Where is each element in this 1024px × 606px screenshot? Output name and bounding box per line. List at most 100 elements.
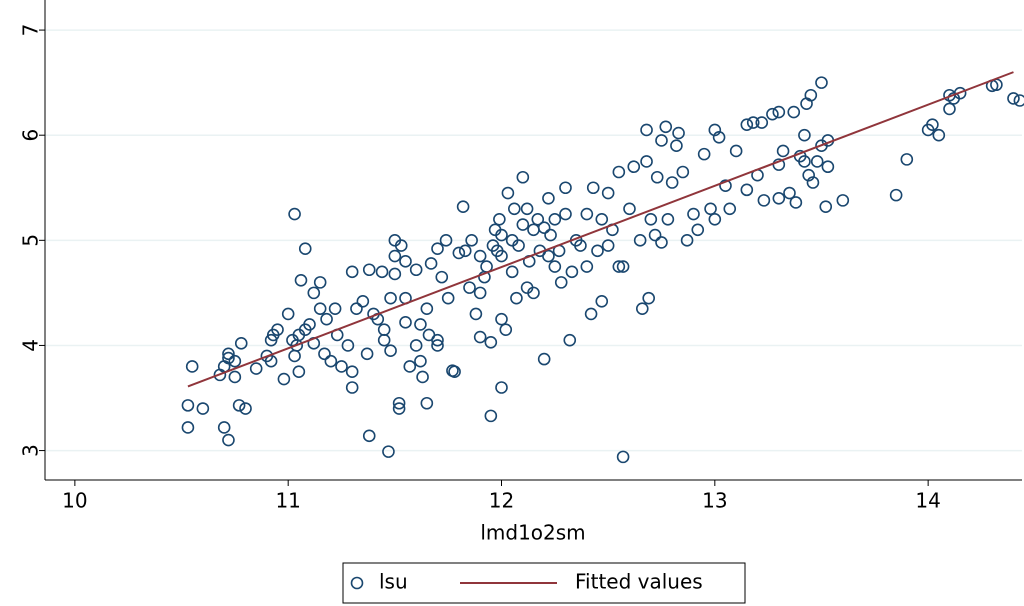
- scatter-point: [548, 260, 562, 273]
- scatter-point: [798, 128, 811, 142]
- scatter-point: [234, 337, 248, 350]
- scatter-point: [655, 236, 668, 249]
- scatter-point: [382, 445, 395, 458]
- scatter-point: [591, 244, 604, 258]
- x-tick-label: 12: [489, 489, 514, 513]
- scatter-point: [431, 242, 444, 256]
- scatter-point: [776, 144, 790, 158]
- scatter-point: [403, 360, 417, 373]
- scatter-point: [650, 170, 664, 184]
- scatter-point: [723, 202, 737, 216]
- scatter-point: [819, 200, 833, 213]
- scatter-point: [697, 147, 711, 161]
- scatter-point: [271, 323, 284, 336]
- scatter-point: [520, 202, 534, 216]
- scatter-point: [1013, 94, 1024, 107]
- scatter-point: [595, 212, 609, 226]
- scatter-point: [544, 228, 557, 242]
- scatter-point: [661, 212, 675, 226]
- fit-line: [187, 71, 1014, 388]
- scatter-point: [499, 323, 513, 336]
- scatter-point: [772, 158, 786, 171]
- scatter-point: [409, 263, 423, 277]
- scatter-point: [473, 249, 487, 263]
- scatter-point: [217, 421, 231, 434]
- x-tick-label: 10: [62, 489, 87, 513]
- scatter-point: [836, 194, 850, 207]
- scatter-point: [356, 294, 370, 308]
- scatter-point: [388, 249, 402, 263]
- scatter-point: [288, 207, 301, 221]
- scatter-point: [595, 294, 609, 308]
- scatter-point: [648, 228, 662, 242]
- legend-marker: [350, 576, 364, 590]
- scatter-point: [388, 267, 402, 281]
- scatter-point: [341, 339, 355, 352]
- y-tick-label: 6: [19, 129, 43, 142]
- scatter-point: [787, 105, 801, 119]
- scatter-point: [889, 188, 903, 202]
- scatter-point: [659, 120, 673, 134]
- scatter-point: [554, 276, 568, 289]
- scatter-point: [680, 234, 694, 247]
- legend-label: lsu: [379, 570, 408, 594]
- scatter-point: [612, 165, 626, 179]
- scatter-point: [601, 239, 615, 252]
- scatter-point: [228, 370, 242, 384]
- scatter-point: [586, 181, 600, 195]
- scatter-point: [565, 265, 579, 279]
- scatter-point: [712, 131, 726, 144]
- scatter-point: [463, 281, 476, 294]
- scatter-point: [783, 186, 796, 200]
- scatter-point: [435, 270, 449, 284]
- scatter-point: [222, 347, 235, 361]
- scatter-point: [616, 450, 630, 464]
- scatter-point: [719, 179, 732, 192]
- scatter-point: [416, 370, 429, 384]
- scatter-point: [232, 399, 246, 412]
- scatter-point: [627, 160, 641, 174]
- scatter-point: [512, 239, 525, 252]
- scatter-point: [350, 302, 363, 315]
- scatter-point: [580, 260, 594, 273]
- scatter-point: [228, 354, 242, 368]
- y-tick-label: 5: [19, 234, 43, 247]
- scatter-point: [298, 242, 312, 256]
- scatter-point: [672, 126, 685, 140]
- scatter-point: [328, 302, 342, 315]
- scatter-point: [456, 200, 470, 213]
- scatter-point: [601, 186, 615, 200]
- scatter-point: [495, 381, 508, 394]
- scatter-point: [222, 351, 235, 365]
- scatter-point: [900, 153, 914, 166]
- scatter-point: [181, 421, 195, 434]
- scatter-point: [394, 239, 408, 252]
- scatter-point: [559, 181, 572, 195]
- scatter-point: [510, 291, 523, 305]
- scatter-point: [441, 291, 455, 305]
- scatter-point: [375, 265, 389, 279]
- scatter-point: [384, 291, 397, 305]
- scatter-point: [307, 286, 321, 300]
- scatter-point: [704, 202, 717, 216]
- scatter-point: [473, 330, 487, 344]
- scatter-point: [495, 312, 508, 326]
- x-tick-label: 11: [275, 489, 300, 513]
- scatter-point: [574, 239, 587, 252]
- scatter-point: [281, 307, 295, 321]
- scatter-point: [1007, 92, 1020, 105]
- scatter-point: [802, 168, 815, 182]
- scatter-point: [384, 344, 397, 357]
- scatter-point: [465, 234, 478, 247]
- scatter-point: [623, 202, 636, 216]
- legend-label: Fitted values: [575, 570, 703, 594]
- scatter-point: [676, 165, 690, 179]
- scatter-point: [399, 255, 412, 268]
- scatter-point: [766, 107, 779, 121]
- scatter-point: [542, 249, 555, 263]
- x-axis-label: lmd1o2sm: [480, 521, 585, 545]
- scatter-point: [516, 170, 530, 184]
